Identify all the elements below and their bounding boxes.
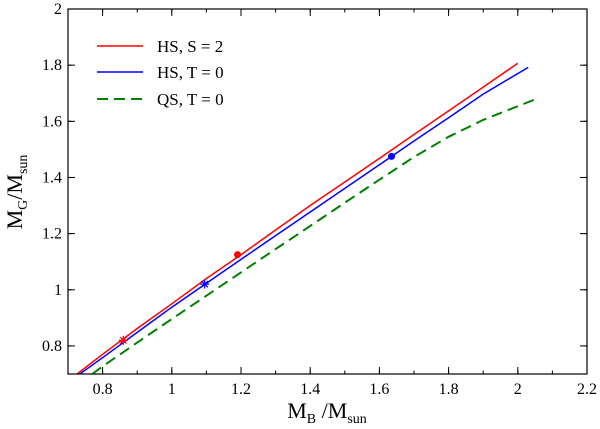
legend-label-qs-t0: QS, T = 0: [157, 90, 224, 109]
x-tick-label: 1.2: [231, 381, 251, 398]
y-tick-label: 1.4: [42, 169, 62, 186]
x-axis-label-sub-b: B: [307, 412, 316, 427]
x-axis-label-sub-sun: sun: [347, 412, 366, 427]
y-tick-label: 1.2: [42, 226, 62, 243]
y-axis-label-main: M: [2, 210, 27, 230]
x-tick-label: 1.8: [439, 381, 459, 398]
legend-label-hs-s2: HS, S = 2: [157, 37, 223, 56]
x-axis-label-main: M: [287, 398, 307, 423]
y-tick-label: 1.6: [42, 113, 62, 130]
x-axis-label-sep: /M: [316, 398, 347, 423]
x-tick-label: 2: [514, 381, 522, 398]
plot-lines: [76, 62, 536, 374]
x-tick-label: 1: [168, 381, 176, 398]
x-tick-label: 0.8: [93, 381, 113, 398]
x-tick-label: 1.4: [300, 381, 320, 398]
y-axis-label-sub-g: G: [16, 200, 31, 210]
series-line-hs-t-0: [79, 66, 529, 374]
y-tick-label: 0.8: [42, 338, 62, 355]
marker-dot-hs-s-2: [234, 251, 242, 259]
y-ticks: 0.8 1 1.2 1.4 1.6 1.8 2: [42, 1, 587, 355]
legend-label-hs-t0: HS, T = 0: [157, 63, 224, 82]
y-axis-label: MG/Msun: [2, 155, 31, 230]
y-tick-label: 1: [54, 282, 62, 299]
legend: HS, S = 2 HS, T = 0 QS, T = 0: [97, 37, 224, 109]
series-line-hs-s-2: [76, 62, 519, 374]
y-axis-label-sub-sun: sun: [16, 155, 31, 174]
marker-star-hs-t-0: [200, 279, 210, 289]
marker-star-hs-s-2: [118, 335, 128, 345]
y-tick-label: 2: [54, 1, 62, 18]
x-tick-label: 1.6: [369, 381, 389, 398]
x-tick-label: 2.2: [577, 381, 597, 398]
x-ticks: 0.8 1 1.2 1.4 1.6 1.8 2 2.2: [67, 9, 597, 398]
plot-frame: [67, 8, 588, 375]
x-axis-label: MB /Msun: [287, 398, 367, 427]
y-tick-label: 1.8: [42, 57, 62, 74]
series-line-qs-t-0: [91, 98, 536, 374]
marker-dot-hs-t-0: [388, 152, 396, 160]
y-axis-label-sep: /M: [2, 174, 27, 200]
plot-markers: [118, 152, 396, 345]
